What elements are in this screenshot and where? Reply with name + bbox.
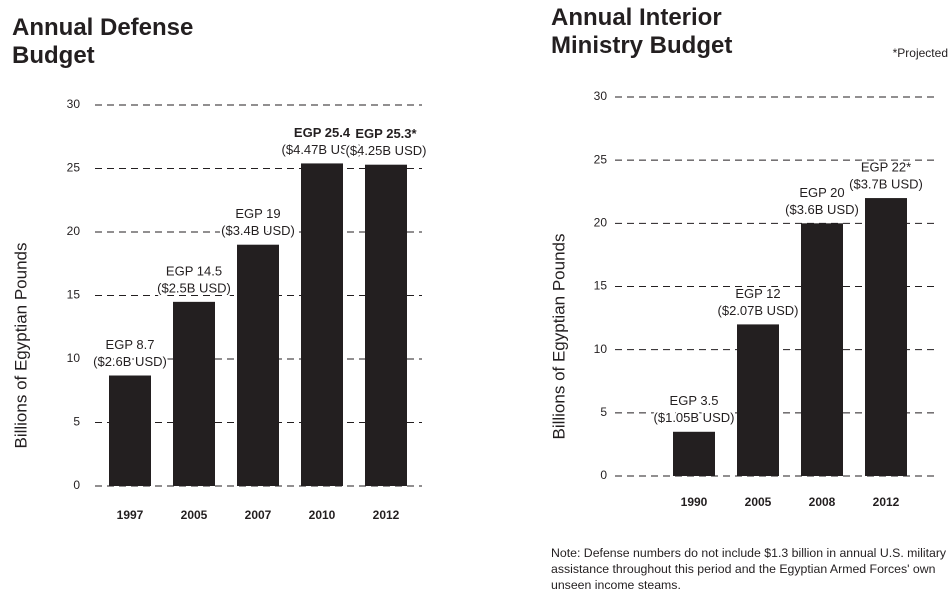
usd-label: ($3.4B USD) (221, 223, 295, 238)
bar (801, 223, 843, 476)
y-tick-label: 20 (594, 216, 608, 230)
bar (301, 163, 343, 487)
usd-label: ($2.6B USD) (93, 354, 167, 369)
usd-label: ($4.25B USD) (346, 143, 427, 158)
annotation: *Projected (893, 46, 948, 60)
usd-label: ($2.07B USD) (718, 303, 799, 318)
y-tick-label: 10 (67, 351, 81, 365)
y-tick-label: 0 (73, 478, 80, 492)
y-axis-label: Billions of Egyptian Pounds (549, 233, 568, 439)
y-tick-label: 10 (594, 342, 608, 356)
y-tick-label: 30 (594, 89, 608, 103)
data-label: EGP 3.5 (670, 393, 719, 408)
data-label: EGP 20 (799, 185, 844, 200)
data-label: EGP 8.7 (106, 337, 155, 352)
y-tick-label: 20 (67, 224, 81, 238)
data-label: EGP 22* (861, 160, 911, 175)
usd-label: ($3.6B USD) (785, 202, 859, 217)
x-tick-label: 1997 (117, 508, 144, 522)
y-tick-label: 5 (600, 405, 607, 419)
usd-label: ($4.47B USD) (282, 142, 363, 157)
x-tick-label: 1990 (681, 495, 708, 509)
x-tick-label: 2012 (373, 508, 400, 522)
usd-label: ($3.7B USD) (849, 177, 923, 192)
data-label: EGP 25.3* (355, 126, 417, 141)
data-label: EGP 14.5 (166, 263, 222, 278)
chart-title: Annual Interior Ministry Budget (551, 4, 733, 59)
y-tick-label: 15 (67, 288, 81, 302)
chart-title: Annual Defense Budget (12, 14, 194, 69)
bar (865, 198, 907, 477)
usd-label: ($2.5B USD) (157, 280, 231, 295)
x-tick-label: 2010 (309, 508, 336, 522)
y-tick-label: 0 (600, 468, 607, 482)
y-axis-label: Billions of Egyptian Pounds (11, 242, 30, 448)
data-label: EGP 12 (735, 286, 780, 301)
bar (237, 244, 279, 486)
y-tick-label: 25 (67, 161, 81, 175)
bar (173, 301, 215, 486)
y-tick-label: 15 (594, 279, 608, 293)
y-tick-label: 30 (67, 97, 81, 111)
bar (365, 164, 407, 486)
bar (109, 375, 151, 486)
x-tick-label: 2005 (745, 495, 772, 509)
note: Note: Defense numbers do not include $1.… (551, 546, 947, 592)
data-label: EGP 25.4 (294, 125, 351, 140)
x-tick-label: 2012 (873, 495, 900, 509)
y-tick-label: 5 (73, 415, 80, 429)
bar (673, 431, 715, 476)
usd-label: ($1.05B USD) (654, 410, 735, 425)
data-label: EGP 19 (235, 206, 280, 221)
x-tick-label: 2007 (245, 508, 272, 522)
y-tick-label: 25 (594, 152, 608, 166)
x-tick-label: 2008 (809, 495, 836, 509)
x-tick-label: 2005 (181, 508, 208, 522)
bar (737, 324, 779, 476)
